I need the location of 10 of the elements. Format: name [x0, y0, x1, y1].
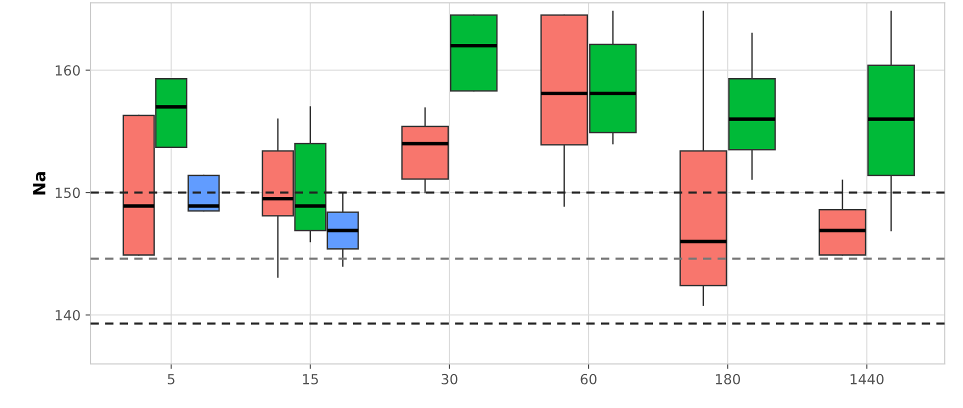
y-tick-label: 150 — [56, 188, 80, 198]
x-tick-label: 5 — [168, 374, 174, 384]
y-tick-label: 160 — [56, 65, 80, 76]
x-tick-label: 60 — [580, 374, 596, 384]
y-axis-title: Na — [33, 172, 46, 194]
y-tick-label: 140 — [56, 310, 80, 320]
x-tick-label: 1440 — [850, 374, 884, 384]
x-tick-label: 180 — [716, 374, 740, 384]
x-tick-label: 30 — [442, 374, 458, 384]
x-tick-label: 15 — [303, 374, 318, 384]
